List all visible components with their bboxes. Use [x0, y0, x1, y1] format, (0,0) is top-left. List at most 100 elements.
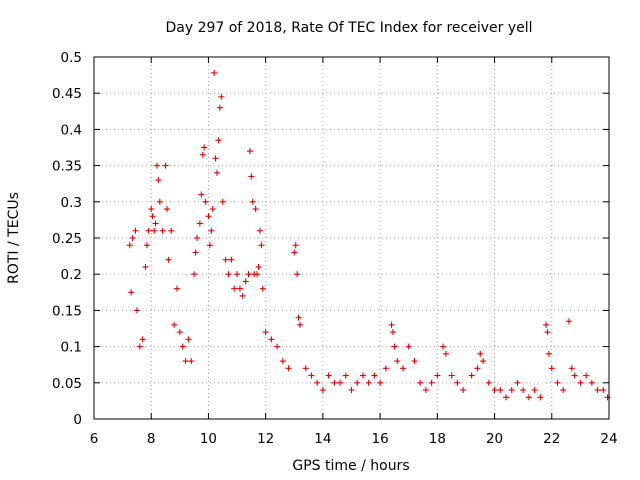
data-point [199, 151, 206, 158]
data-point [231, 285, 238, 292]
y-tick-label: 0.1 [61, 340, 82, 356]
data-point [531, 387, 538, 394]
data-point [179, 343, 186, 350]
data-point [577, 379, 584, 386]
data-point [209, 206, 216, 213]
data-point [196, 220, 203, 227]
data-point [234, 271, 241, 278]
y-tick-label: 0.5 [61, 50, 82, 66]
x-tick-label: 20 [486, 431, 503, 447]
x-tick-label: 22 [543, 431, 560, 447]
data-point [149, 213, 156, 220]
data-point [325, 372, 332, 379]
data-point [185, 336, 192, 343]
data-point [274, 343, 281, 350]
data-point [545, 350, 552, 357]
data-point [191, 271, 198, 278]
data-point [211, 69, 218, 76]
data-point [600, 387, 607, 394]
x-tick-label: 6 [90, 431, 99, 447]
data-point [565, 318, 572, 325]
data-point [215, 137, 222, 144]
data-point [422, 387, 429, 394]
data-point [548, 365, 555, 372]
data-point [192, 249, 199, 256]
data-point [460, 387, 467, 394]
data-point [168, 227, 175, 234]
data-point [583, 372, 590, 379]
data-point [388, 321, 395, 328]
data-point [497, 387, 504, 394]
data-point [126, 242, 133, 249]
y-tick-label: 0.25 [52, 231, 82, 247]
y-tick-label: 0.3 [61, 195, 82, 211]
data-point [294, 271, 301, 278]
data-point [182, 358, 189, 365]
data-point [389, 329, 396, 336]
data-point [142, 263, 149, 270]
data-point [434, 372, 441, 379]
data-point [252, 206, 259, 213]
data-point [236, 285, 243, 292]
data-point [279, 358, 286, 365]
data-point [348, 387, 355, 394]
data-point [314, 379, 321, 386]
data-point [132, 227, 139, 234]
data-point [405, 343, 412, 350]
data-point [537, 394, 544, 401]
data-point [133, 307, 140, 314]
data-point [165, 256, 172, 263]
data-point [594, 387, 601, 394]
data-point [440, 343, 447, 350]
data-point [262, 329, 269, 336]
data-point [246, 148, 253, 155]
data-point [371, 372, 378, 379]
data-point [604, 394, 611, 401]
y-axis-label: ROTI / TECUs [6, 192, 22, 284]
grid [94, 57, 609, 419]
data-point [249, 198, 256, 205]
data-point [222, 256, 229, 263]
data-point [520, 387, 527, 394]
y-tick-label: 0.15 [52, 303, 82, 319]
data-point [198, 191, 205, 198]
data-point [245, 271, 252, 278]
data-point [319, 387, 326, 394]
x-tick-label: 10 [200, 431, 217, 447]
data-point [268, 336, 275, 343]
data-point [391, 343, 398, 350]
data-point [382, 365, 389, 372]
data-point [225, 271, 232, 278]
data-point [477, 350, 484, 357]
data-point [297, 321, 303, 328]
data-point [428, 379, 435, 386]
y-tick-label: 0.4 [61, 122, 82, 138]
data-point [176, 329, 183, 336]
data-point [359, 372, 366, 379]
data-point [554, 379, 561, 386]
data-point [571, 372, 578, 379]
x-tick-label: 8 [147, 431, 156, 447]
data-point [128, 289, 135, 296]
data-point [291, 249, 298, 256]
data-point [442, 350, 449, 357]
data-point [201, 144, 208, 151]
data-point [568, 365, 575, 372]
data-point [216, 104, 223, 111]
y-tick-label: 0.35 [52, 159, 82, 175]
data-point [417, 379, 424, 386]
data-point [129, 235, 136, 241]
data-point [474, 365, 481, 372]
data-point [337, 379, 344, 386]
data-point [544, 329, 551, 336]
data-point [202, 198, 209, 205]
y-tick-label: 0.45 [52, 86, 82, 102]
data-point [163, 206, 170, 213]
data-point [491, 387, 498, 394]
data-point [153, 162, 160, 169]
y-tick-label: 0 [73, 412, 82, 428]
data-point [258, 242, 265, 249]
data-point [256, 227, 263, 234]
plot-frame [93, 56, 610, 420]
